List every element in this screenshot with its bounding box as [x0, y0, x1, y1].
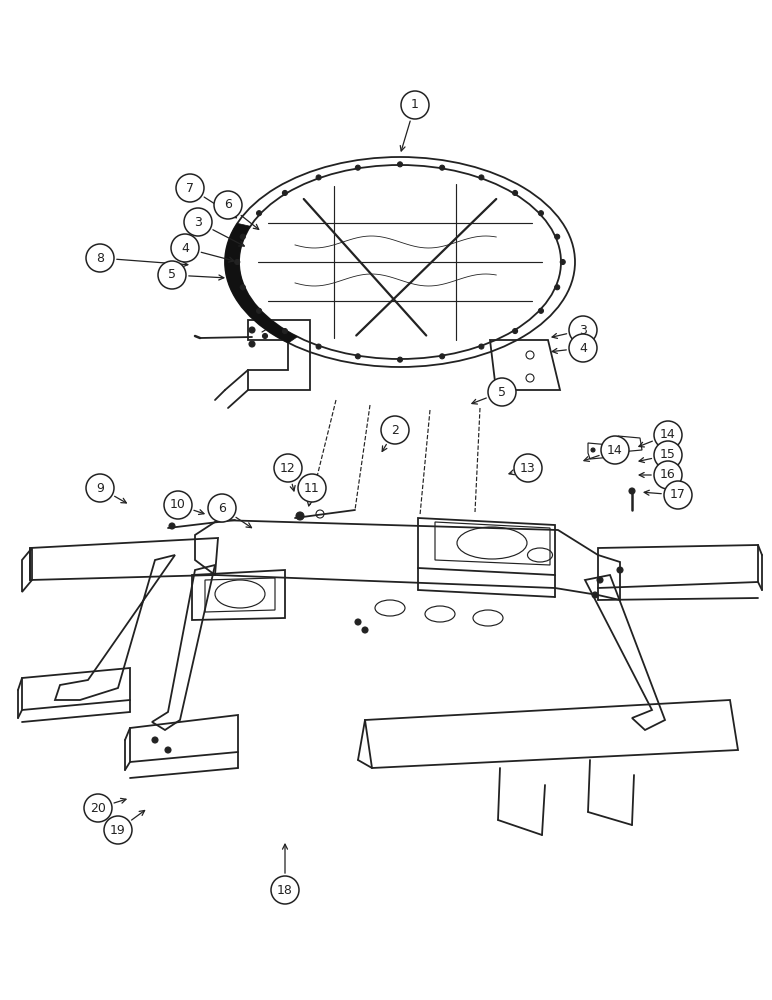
- Text: 3: 3: [579, 324, 587, 336]
- Circle shape: [84, 794, 112, 822]
- Circle shape: [597, 577, 603, 583]
- Text: 6: 6: [218, 502, 226, 514]
- Circle shape: [569, 334, 597, 362]
- Text: 2: 2: [391, 424, 399, 436]
- Text: 14: 14: [607, 444, 623, 456]
- Circle shape: [256, 211, 262, 216]
- Circle shape: [355, 165, 361, 170]
- Circle shape: [654, 421, 682, 449]
- Circle shape: [654, 441, 682, 469]
- Circle shape: [176, 174, 204, 202]
- Circle shape: [513, 190, 517, 195]
- Circle shape: [439, 165, 445, 170]
- Circle shape: [283, 190, 287, 195]
- Text: 16: 16: [660, 468, 676, 482]
- Text: 19: 19: [110, 824, 126, 836]
- Circle shape: [479, 175, 484, 180]
- Circle shape: [271, 876, 299, 904]
- Circle shape: [249, 327, 255, 333]
- Circle shape: [316, 175, 321, 180]
- Circle shape: [235, 259, 240, 264]
- Circle shape: [355, 619, 361, 625]
- Text: 18: 18: [277, 884, 293, 896]
- Text: 20: 20: [90, 802, 106, 814]
- Circle shape: [362, 627, 368, 633]
- Circle shape: [514, 454, 542, 482]
- Circle shape: [381, 416, 409, 444]
- Circle shape: [479, 344, 484, 349]
- Circle shape: [169, 523, 175, 529]
- Circle shape: [654, 461, 682, 489]
- Circle shape: [165, 747, 171, 753]
- Circle shape: [184, 208, 212, 236]
- Text: 17: 17: [670, 488, 686, 502]
- Circle shape: [538, 211, 543, 216]
- Circle shape: [601, 436, 629, 464]
- Circle shape: [240, 234, 245, 239]
- Circle shape: [249, 341, 255, 347]
- Circle shape: [629, 488, 635, 494]
- Text: 5: 5: [168, 268, 176, 282]
- Text: 5: 5: [498, 385, 506, 398]
- Circle shape: [104, 816, 132, 844]
- Circle shape: [158, 261, 186, 289]
- Circle shape: [560, 259, 565, 264]
- Circle shape: [152, 737, 158, 743]
- Circle shape: [355, 354, 361, 359]
- Circle shape: [555, 234, 560, 239]
- Circle shape: [398, 162, 402, 167]
- Text: 15: 15: [660, 448, 676, 462]
- Circle shape: [296, 512, 304, 520]
- Text: 10: 10: [170, 498, 186, 512]
- Text: 13: 13: [520, 462, 536, 475]
- Circle shape: [569, 316, 597, 344]
- Text: 11: 11: [304, 482, 320, 494]
- Circle shape: [538, 308, 543, 313]
- Circle shape: [86, 244, 114, 272]
- Circle shape: [592, 592, 598, 598]
- Circle shape: [555, 285, 560, 290]
- Circle shape: [256, 308, 262, 313]
- Circle shape: [316, 344, 321, 349]
- Circle shape: [164, 491, 192, 519]
- Text: 4: 4: [579, 342, 587, 355]
- Text: 4: 4: [181, 241, 189, 254]
- Text: 9: 9: [96, 482, 104, 494]
- Circle shape: [591, 448, 595, 452]
- Circle shape: [240, 285, 245, 290]
- Text: 1: 1: [411, 99, 419, 111]
- Circle shape: [488, 378, 516, 406]
- Circle shape: [298, 474, 326, 502]
- Circle shape: [86, 474, 114, 502]
- Circle shape: [208, 494, 236, 522]
- Text: 6: 6: [224, 198, 232, 212]
- Circle shape: [439, 354, 445, 359]
- Polygon shape: [225, 223, 297, 343]
- Circle shape: [621, 441, 625, 445]
- Circle shape: [214, 191, 242, 219]
- Circle shape: [401, 91, 429, 119]
- Circle shape: [283, 329, 287, 334]
- Circle shape: [664, 481, 692, 509]
- Circle shape: [617, 567, 623, 573]
- Text: 12: 12: [280, 462, 296, 475]
- Circle shape: [513, 329, 517, 334]
- Circle shape: [262, 334, 268, 338]
- Text: 7: 7: [186, 182, 194, 194]
- Text: 3: 3: [194, 216, 202, 229]
- Circle shape: [171, 234, 199, 262]
- Circle shape: [398, 357, 402, 362]
- Text: 14: 14: [660, 428, 676, 442]
- Circle shape: [274, 454, 302, 482]
- Text: 8: 8: [96, 251, 104, 264]
